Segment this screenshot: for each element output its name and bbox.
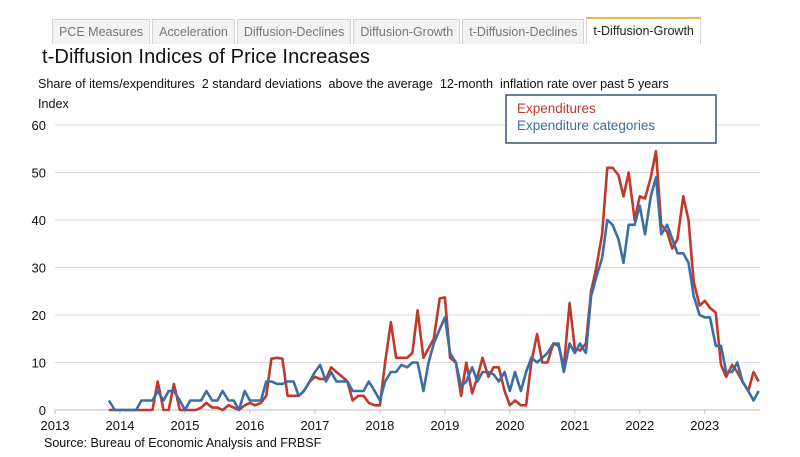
x-tick-label: 2022 [625,418,654,433]
source-note: Source: Bureau of Economic Analysis and … [44,436,322,450]
y-tick-label: 0 [39,403,46,418]
chart-title: t-Diffusion Indices of Price Increases [42,46,371,68]
y-tick-label: 40 [32,213,46,228]
sheet-tabs: PCE Measures Acceleration Diffusion-Decl… [52,17,703,44]
y-tick-label: 60 [32,118,46,133]
x-axis-ticks: 2013 2014 2015 2016 2017 2018 2019 2020 2021 2022… [41,410,719,433]
tab-diffusion-declines[interactable]: Diffusion-Declines [236,19,352,44]
legend-entry-expenditures: Expenditures [517,101,596,116]
chart-subtitle: Share of items/expenditures 2 standard d… [38,77,669,91]
x-tick-label: 2021 [560,418,589,433]
y-tick-label: 30 [32,261,46,276]
tab-acceleration[interactable]: Acceleration [152,19,235,44]
x-tick-label: 2020 [495,418,524,433]
y-axis-ticks: 0 10 20 30 40 50 60 [32,118,46,418]
x-tick-label: 2014 [106,418,135,433]
x-tick-label: 2015 [170,418,199,433]
series-lines [107,149,760,412]
y-axis-label: Index [38,97,69,111]
x-tick-label: 2018 [365,418,394,433]
tab-t-diffusion-growth[interactable]: t-Diffusion-Growth [586,17,701,44]
y-tick-label: 20 [32,308,46,323]
y-tick-label: 10 [32,356,46,371]
tab-pce-measures[interactable]: PCE Measures [52,19,151,44]
x-tick-label: 2017 [300,418,329,433]
series-line-expenditures [108,149,760,412]
x-tick-label: 2019 [430,418,459,433]
tab-diffusion-growth[interactable]: Diffusion-Growth [353,19,461,44]
series-line-expenditure-categories [107,176,760,412]
x-tick-label: 2016 [235,418,264,433]
legend: Expenditures Expenditure categories [505,94,717,144]
legend-entry-expenditure-categories: Expenditure categories [517,118,655,133]
y-tick-label: 50 [32,166,46,181]
tab-t-diffusion-declines[interactable]: t-Diffusion-Declines [462,19,585,44]
legend-box [505,94,717,144]
x-tick-label: 2013 [41,418,70,433]
x-tick-label: 2023 [690,418,719,433]
